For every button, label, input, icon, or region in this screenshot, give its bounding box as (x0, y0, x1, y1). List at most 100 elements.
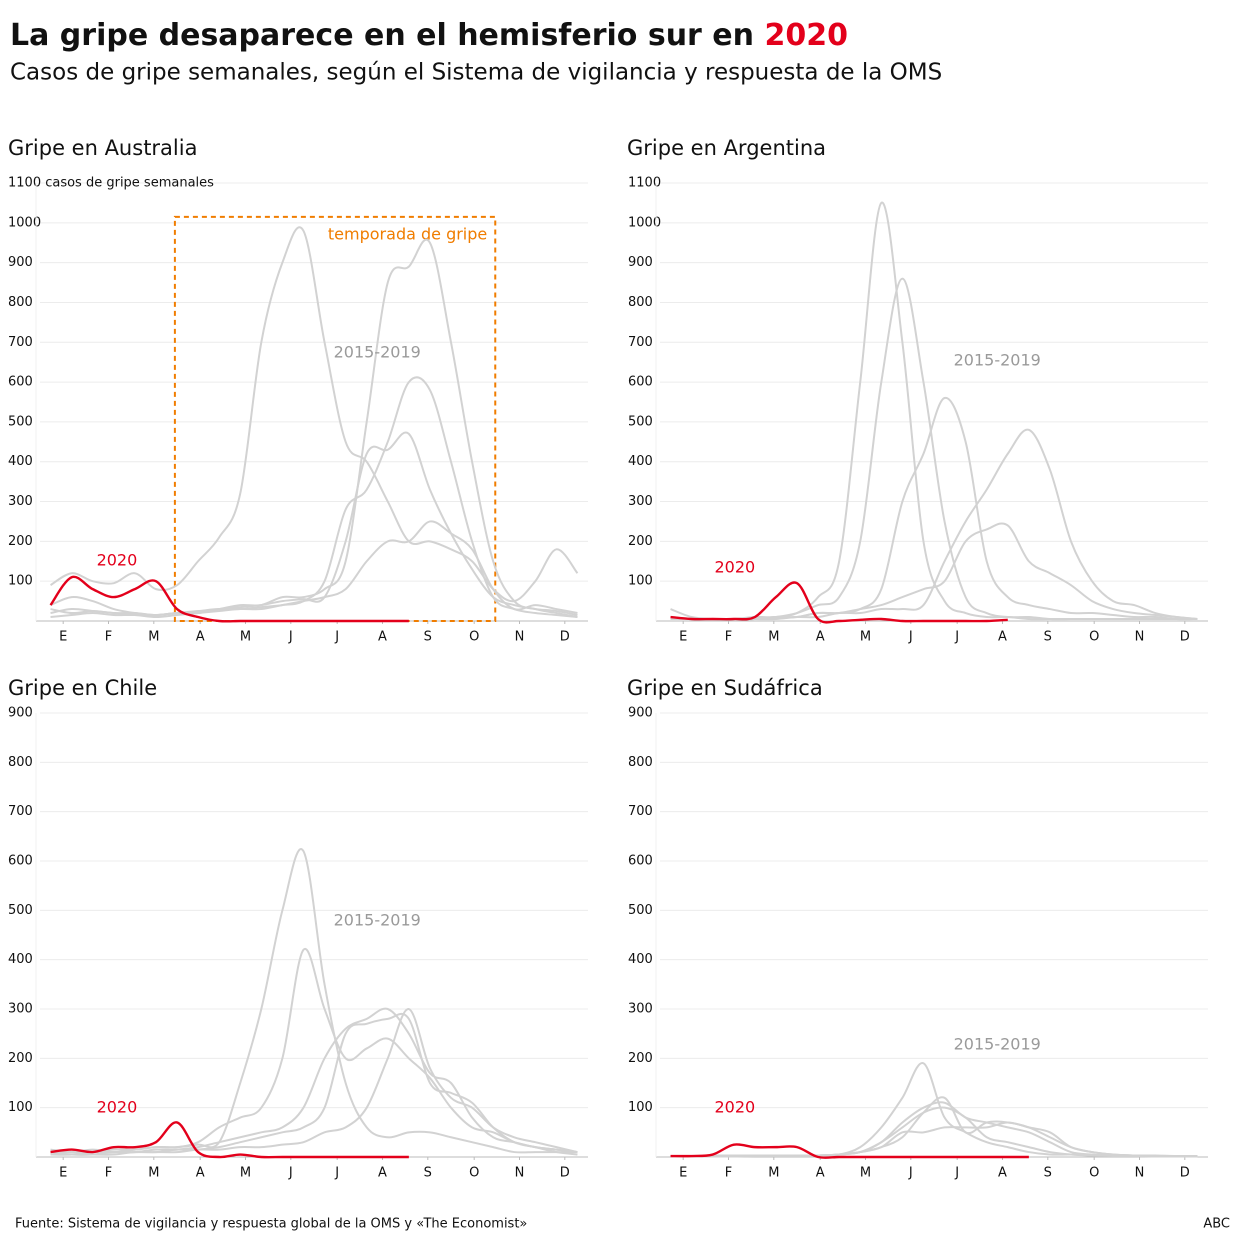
y-tick-label: 100 (8, 574, 33, 589)
y-tick-label: 1100 casos de gripe semanales (8, 176, 214, 191)
x-tick-label: J (908, 1166, 913, 1181)
y-tick-label: 100 (8, 1100, 33, 1115)
x-tick-label: A (998, 630, 1007, 645)
y-tick-label: 600 (8, 375, 33, 390)
x-tick-label: D (560, 1166, 570, 1181)
y-tick-label: 200 (8, 1051, 33, 1066)
line-history (670, 1121, 1198, 1158)
x-tick-label: M (148, 1166, 159, 1181)
x-tick-label: J (908, 630, 913, 645)
y-tick-label: 100 (628, 1100, 653, 1115)
panel-title: Gripe en Sudáfrica (627, 676, 823, 700)
season-box (173, 215, 497, 622)
x-tick-label: J (334, 1166, 339, 1181)
subtitle: Casos de gripe semanales, según el Siste… (10, 60, 942, 86)
line-history (50, 948, 578, 1154)
annotation: 2020 (714, 1098, 755, 1117)
y-tick-label: 900 (628, 706, 653, 721)
x-tick-label: M (768, 630, 779, 645)
y-tick-label: 700 (8, 335, 33, 350)
y-tick-label: 700 (8, 804, 33, 819)
x-tick-label: M (860, 1166, 871, 1181)
x-tick-label: A (378, 1166, 387, 1181)
x-tick-label: A (998, 1166, 1007, 1181)
x-tick-label: S (424, 1166, 432, 1181)
y-tick-label: 700 (628, 804, 653, 819)
x-tick-label: O (469, 1166, 479, 1181)
y-tick-label: 500 (8, 414, 33, 429)
line-history (50, 1008, 578, 1156)
y-tick-label: 400 (8, 454, 33, 469)
x-tick-label: J (288, 1166, 293, 1181)
line-history (50, 431, 578, 617)
x-tick-label: E (679, 1166, 687, 1181)
panel-title: Gripe en Australia (8, 136, 197, 160)
season-label: temporada de gripe (328, 224, 487, 243)
x-tick-label: F (105, 1166, 112, 1181)
annotation: 2015-2019 (334, 343, 421, 362)
y-tick-label: 300 (8, 1002, 33, 1017)
x-tick-label: D (1180, 630, 1190, 645)
y-tick-label: 200 (8, 534, 33, 549)
y-tick-label: 600 (628, 854, 653, 869)
x-tick-label: M (240, 1166, 251, 1181)
y-tick-label: 100 (628, 574, 653, 589)
x-tick-label: M (148, 630, 159, 645)
annotation: 2015-2019 (334, 911, 421, 930)
title-highlight: 2020 (764, 18, 848, 53)
x-tick-label: D (560, 630, 570, 645)
y-tick-label: 800 (628, 295, 653, 310)
line-2020 (670, 581, 1008, 624)
y-tick-label: 400 (8, 952, 33, 967)
y-tick-label: 1100 (628, 176, 661, 191)
y-tick-label: 800 (8, 295, 33, 310)
y-tick-label: 500 (628, 414, 653, 429)
x-tick-label: F (725, 1166, 732, 1181)
y-tick-label: 600 (8, 854, 33, 869)
y-tick-label: 500 (628, 903, 653, 918)
y-tick-label: 1000 (8, 215, 41, 230)
y-tick-label: 400 (628, 454, 653, 469)
x-tick-label: O (1089, 630, 1099, 645)
x-tick-label: A (196, 630, 205, 645)
annotation: 2015-2019 (954, 350, 1041, 369)
y-tick-label: 900 (8, 255, 33, 270)
line-history (50, 226, 579, 603)
panel-title: Gripe en Argentina (627, 136, 826, 160)
y-tick-label: 900 (628, 255, 653, 270)
x-tick-label: J (334, 630, 339, 645)
y-tick-label: 800 (8, 755, 33, 770)
x-tick-label: A (816, 1166, 825, 1181)
x-tick-label: S (424, 630, 432, 645)
x-tick-label: D (1180, 1166, 1190, 1181)
x-tick-label: S (1044, 630, 1052, 645)
x-tick-label: S (1044, 1166, 1052, 1181)
y-tick-label: 200 (628, 1051, 653, 1066)
x-tick-label: E (59, 1166, 67, 1181)
x-tick-label: F (105, 630, 112, 645)
y-tick-label: 900 (8, 706, 33, 721)
annotation: 2020 (97, 1098, 138, 1117)
x-tick-label: N (1135, 1166, 1145, 1181)
source: Fuente: Sistema de vigilancia y respuest… (15, 1217, 527, 1232)
x-tick-label: N (515, 630, 525, 645)
title-text: La gripe desaparece en el hemisferio sur… (10, 18, 754, 53)
x-tick-label: J (954, 630, 959, 645)
x-tick-label: M (768, 1166, 779, 1181)
x-tick-label: M (240, 630, 251, 645)
y-tick-label: 800 (628, 755, 653, 770)
x-tick-label: J (954, 1166, 959, 1181)
x-tick-label: F (725, 630, 732, 645)
line-history (670, 522, 1198, 621)
x-tick-label: N (515, 1166, 525, 1181)
y-tick-label: 500 (8, 903, 33, 918)
x-tick-label: E (679, 630, 687, 645)
y-tick-label: 200 (628, 534, 653, 549)
x-tick-label: O (1089, 1166, 1099, 1181)
y-tick-label: 300 (628, 1002, 653, 1017)
x-tick-label: A (196, 1166, 205, 1181)
y-tick-label: 300 (628, 494, 653, 509)
x-tick-label: N (1135, 630, 1145, 645)
y-tick-label: 300 (8, 494, 33, 509)
